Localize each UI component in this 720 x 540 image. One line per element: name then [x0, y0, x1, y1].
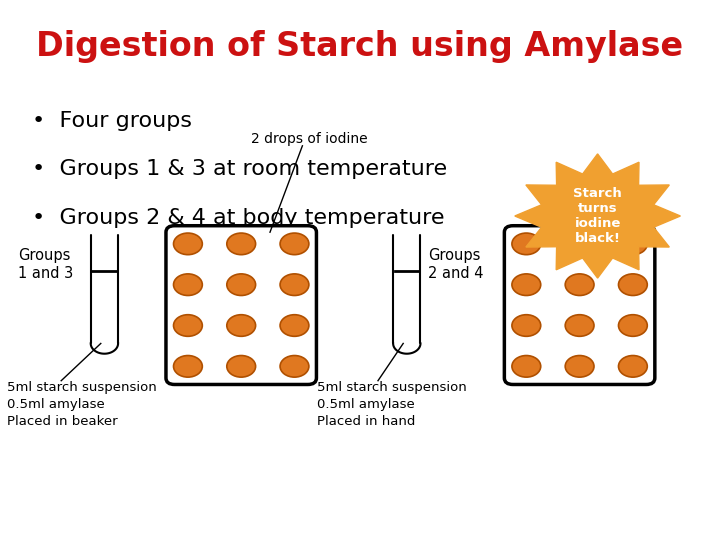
Circle shape	[174, 274, 202, 295]
Circle shape	[565, 315, 594, 336]
Text: Groups
1 and 3: Groups 1 and 3	[18, 248, 73, 281]
Text: •  Four groups: • Four groups	[32, 111, 192, 131]
Text: Starch
turns
iodine
black!: Starch turns iodine black!	[573, 187, 622, 245]
Circle shape	[280, 233, 309, 255]
Text: •  Groups 2 & 4 at body temperature: • Groups 2 & 4 at body temperature	[32, 208, 445, 228]
Circle shape	[280, 315, 309, 336]
Circle shape	[618, 355, 647, 377]
Circle shape	[227, 355, 256, 377]
Circle shape	[618, 233, 647, 255]
Circle shape	[227, 315, 256, 336]
Polygon shape	[515, 154, 680, 278]
Circle shape	[280, 355, 309, 377]
Circle shape	[565, 233, 594, 255]
Text: •  Groups 1 & 3 at room temperature: • Groups 1 & 3 at room temperature	[32, 159, 448, 179]
Circle shape	[565, 274, 594, 295]
Text: Digestion of Starch using Amylase: Digestion of Starch using Amylase	[37, 30, 683, 63]
FancyBboxPatch shape	[504, 226, 655, 384]
Circle shape	[227, 233, 256, 255]
Text: 5ml starch suspension
0.5ml amylase
Placed in beaker: 5ml starch suspension 0.5ml amylase Plac…	[7, 381, 157, 428]
Circle shape	[565, 355, 594, 377]
Circle shape	[512, 315, 541, 336]
Circle shape	[512, 274, 541, 295]
Circle shape	[618, 315, 647, 336]
FancyBboxPatch shape	[166, 226, 317, 384]
Text: 2 drops of iodine: 2 drops of iodine	[251, 132, 368, 146]
Circle shape	[280, 274, 309, 295]
Text: Groups
2 and 4: Groups 2 and 4	[428, 248, 483, 281]
Circle shape	[227, 274, 256, 295]
Circle shape	[174, 233, 202, 255]
Circle shape	[174, 355, 202, 377]
Circle shape	[512, 233, 541, 255]
Text: 5ml starch suspension
0.5ml amylase
Placed in hand: 5ml starch suspension 0.5ml amylase Plac…	[317, 381, 467, 428]
Circle shape	[512, 355, 541, 377]
Circle shape	[618, 274, 647, 295]
Circle shape	[174, 315, 202, 336]
